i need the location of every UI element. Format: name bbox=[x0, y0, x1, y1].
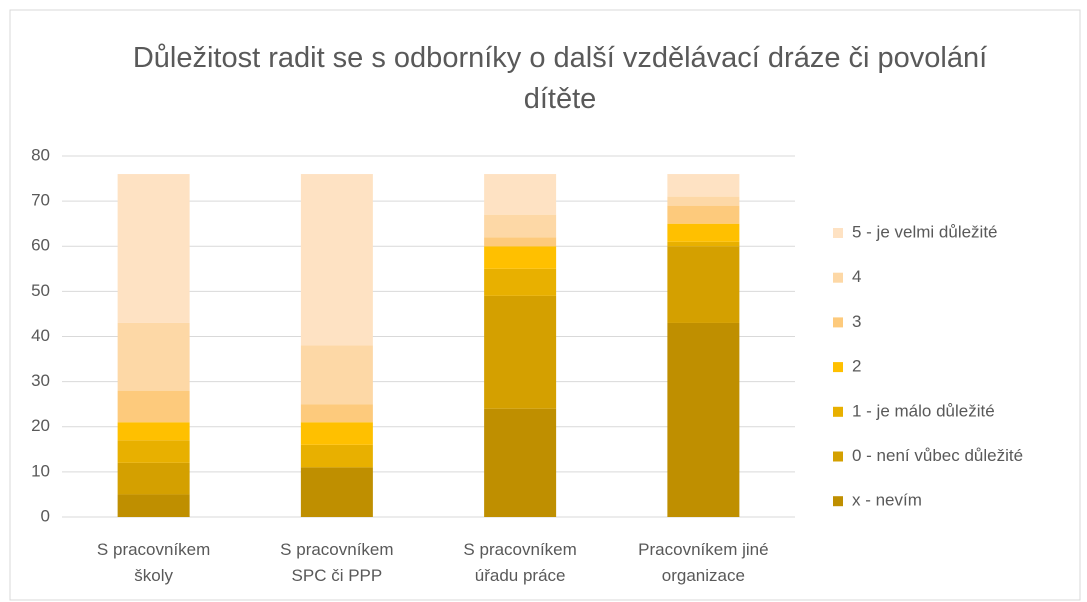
legend-swatch bbox=[833, 362, 843, 373]
bar-segment bbox=[117, 462, 190, 495]
bar-segment bbox=[300, 174, 373, 346]
legend-swatch bbox=[833, 228, 843, 238]
x-tick-label: S pracovníkem úřadu práce bbox=[463, 540, 577, 585]
bar-segment bbox=[117, 390, 190, 423]
bar-segment bbox=[300, 422, 373, 445]
legend-swatch bbox=[833, 451, 843, 462]
legend-label: x - nevím bbox=[852, 491, 922, 510]
bar-segment bbox=[484, 268, 557, 296]
legend-label: 2 bbox=[852, 357, 861, 376]
bar-segment bbox=[667, 322, 740, 517]
bar-segment bbox=[484, 237, 557, 247]
x-tick-label: S pracovníkem školy bbox=[96, 540, 211, 585]
y-tick-label: 80 bbox=[31, 145, 50, 164]
y-tick-label: 40 bbox=[31, 326, 50, 345]
bar-segment bbox=[300, 467, 373, 517]
bar-segment bbox=[484, 174, 557, 215]
y-tick-label: 20 bbox=[31, 416, 50, 435]
y-tick-label: 50 bbox=[31, 281, 50, 300]
legend-label: 4 bbox=[852, 267, 861, 286]
bar-segment bbox=[117, 494, 190, 517]
legend-swatch bbox=[833, 406, 843, 417]
bar-segment bbox=[667, 196, 740, 206]
legend-swatch bbox=[833, 272, 843, 283]
bar-segment bbox=[484, 246, 557, 269]
bar-segment bbox=[117, 174, 190, 323]
chart-title: Důležitost radit se s odborníky o další … bbox=[132, 42, 988, 115]
legend-label: 5 - je velmi důležité bbox=[852, 222, 998, 241]
legend-swatch bbox=[833, 317, 843, 328]
bar-segment bbox=[667, 241, 740, 247]
legend-swatch bbox=[833, 496, 843, 507]
legend-label: 0 - není vůbec důležité bbox=[852, 446, 1023, 465]
chart-border bbox=[9, 9, 1081, 601]
legend-label: 3 bbox=[852, 312, 861, 331]
bar-segment bbox=[667, 223, 740, 242]
legend-label: 1 - je málo důležité bbox=[852, 401, 995, 420]
bar-segment bbox=[300, 404, 373, 423]
bar-segment bbox=[667, 246, 740, 323]
bar-segment bbox=[667, 174, 740, 197]
bar-segment bbox=[667, 205, 740, 224]
y-tick-label: 60 bbox=[31, 236, 50, 255]
bar-segment bbox=[484, 295, 557, 409]
bar-segment bbox=[484, 214, 557, 238]
x-tick-label: Pracovníkem jiné organizace bbox=[638, 540, 769, 585]
bar-segment bbox=[484, 408, 557, 517]
bar-segment bbox=[117, 322, 190, 391]
bar-segment bbox=[117, 422, 190, 441]
y-tick-label: 30 bbox=[31, 371, 50, 390]
x-tick-label: S pracovníkem SPC či PPP bbox=[280, 540, 394, 585]
bar-segment bbox=[300, 444, 373, 468]
y-tick-label: 70 bbox=[31, 191, 50, 210]
bar-segment bbox=[300, 345, 373, 405]
y-tick-label: 10 bbox=[31, 461, 50, 480]
bar-segment bbox=[117, 440, 190, 463]
y-tick-label: 0 bbox=[41, 506, 50, 525]
